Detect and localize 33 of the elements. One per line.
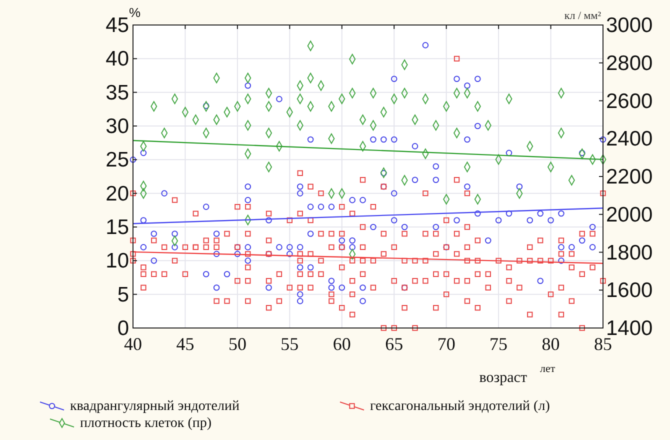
y2-tick-label: 2400 — [606, 128, 653, 151]
y2-tick-label: 2600 — [606, 90, 653, 113]
y-tick-label: 35 — [106, 81, 129, 104]
x-tick-label: 70 — [437, 334, 456, 354]
y2-axis-title: кл / мм² — [564, 10, 602, 22]
y2-tick-label: 1600 — [606, 279, 653, 302]
y-tick-label: 5 — [117, 283, 129, 306]
legend-label: квадрангулярный эндотелий — [70, 399, 240, 414]
x-tick-label: 45 — [176, 334, 194, 354]
x-tick-label: 65 — [385, 334, 404, 354]
y2-tick-label: 2800 — [606, 52, 653, 75]
y-axis-title: % — [129, 5, 141, 20]
x-tick-label: 60 — [332, 334, 351, 354]
y-tick-label: 40 — [106, 48, 129, 71]
y2-tick-label: 2000 — [606, 203, 653, 226]
x-tick-label: 50 — [228, 334, 246, 354]
y-tick-label: 10 — [106, 250, 129, 273]
y2-tick-label: 2200 — [606, 166, 653, 188]
y2-tick-label: 1800 — [606, 241, 653, 264]
legend-label: плотность клеток (пр) — [80, 416, 212, 431]
text: лет — [540, 363, 556, 375]
y-tick-label: 45 — [106, 14, 129, 37]
x-tick-label: 55 — [280, 334, 299, 354]
y-tick-label: 20 — [106, 182, 129, 206]
y-tick-label: 0 — [117, 317, 129, 340]
legend-label: гексагональный эндотелий (л) — [370, 399, 550, 414]
y-tick-label: 25 — [106, 148, 129, 172]
y-tick-label: 30 — [106, 115, 129, 138]
y2-tick-label: 3000 — [606, 14, 653, 37]
x-tick-label: 80 — [542, 334, 560, 354]
x-tick-label: 75 — [490, 334, 508, 354]
x-axis-title: возраст — [479, 370, 528, 386]
y-tick-label: 15 — [106, 216, 129, 239]
